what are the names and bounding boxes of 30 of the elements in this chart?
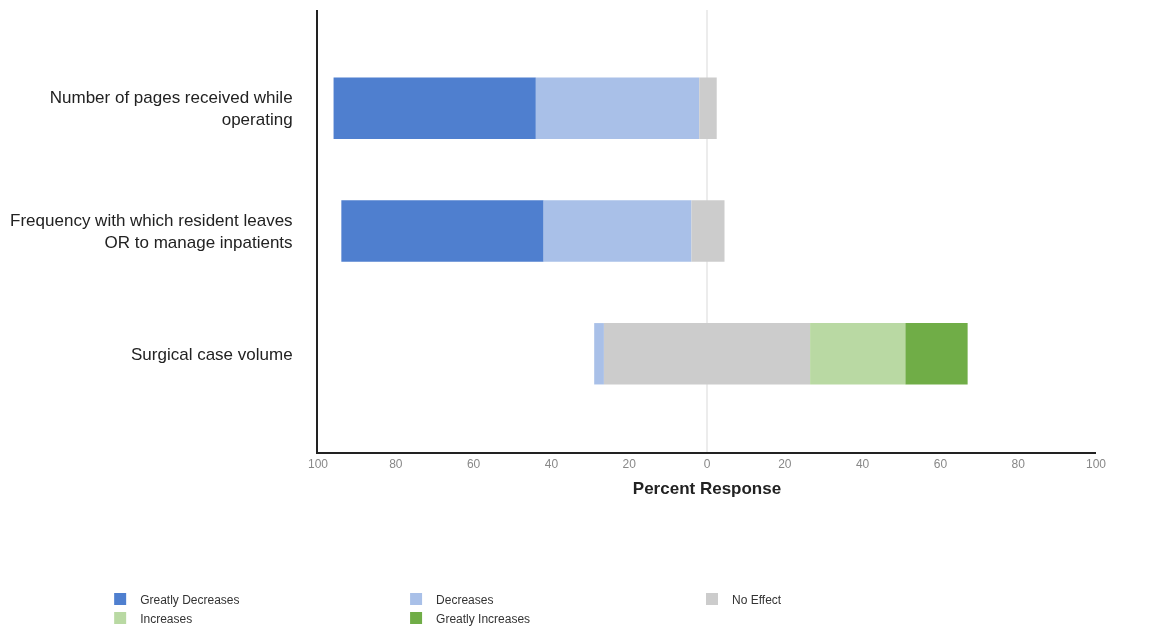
y-tick-label: Number of pages received while operating: [49, 88, 293, 130]
bar: [603, 323, 811, 385]
y-tick-label: Frequency with which resident leaves OR to manage inpatients: [10, 210, 293, 252]
bar: [341, 200, 544, 262]
bar: [699, 77, 717, 139]
bar: [543, 200, 692, 262]
x-tick-label: 20: [778, 457, 792, 472]
bar: [905, 323, 968, 385]
x-tick-label: 40: [855, 457, 870, 472]
x-axis-title: Percent Response: [632, 479, 782, 499]
bar: [810, 323, 906, 385]
legend-label: Greatly Increases: [436, 611, 531, 626]
bar: [333, 77, 536, 139]
x-tick-label: 100: [1085, 457, 1107, 472]
x-tick-label: 80: [1011, 457, 1026, 472]
bar: [691, 200, 725, 262]
x-tick-label: 20: [622, 457, 637, 472]
legend-label: Increases: [140, 611, 193, 626]
x-tick-label: 60: [466, 457, 481, 472]
legend-label: No Effect: [732, 592, 782, 607]
x-tick-label: 60: [933, 457, 948, 472]
legend-label: Greatly Decreases: [140, 592, 240, 607]
x-tick-label: 40: [544, 457, 559, 472]
x-tick-label: 100: [307, 457, 329, 472]
x-tick-label: 0: [703, 457, 711, 472]
y-tick-label: Surgical case volume: [131, 344, 293, 364]
bar: [594, 323, 604, 385]
bar: [535, 77, 700, 139]
x-tick-label: 80: [389, 457, 403, 472]
legend-label: Decreases: [436, 592, 494, 607]
